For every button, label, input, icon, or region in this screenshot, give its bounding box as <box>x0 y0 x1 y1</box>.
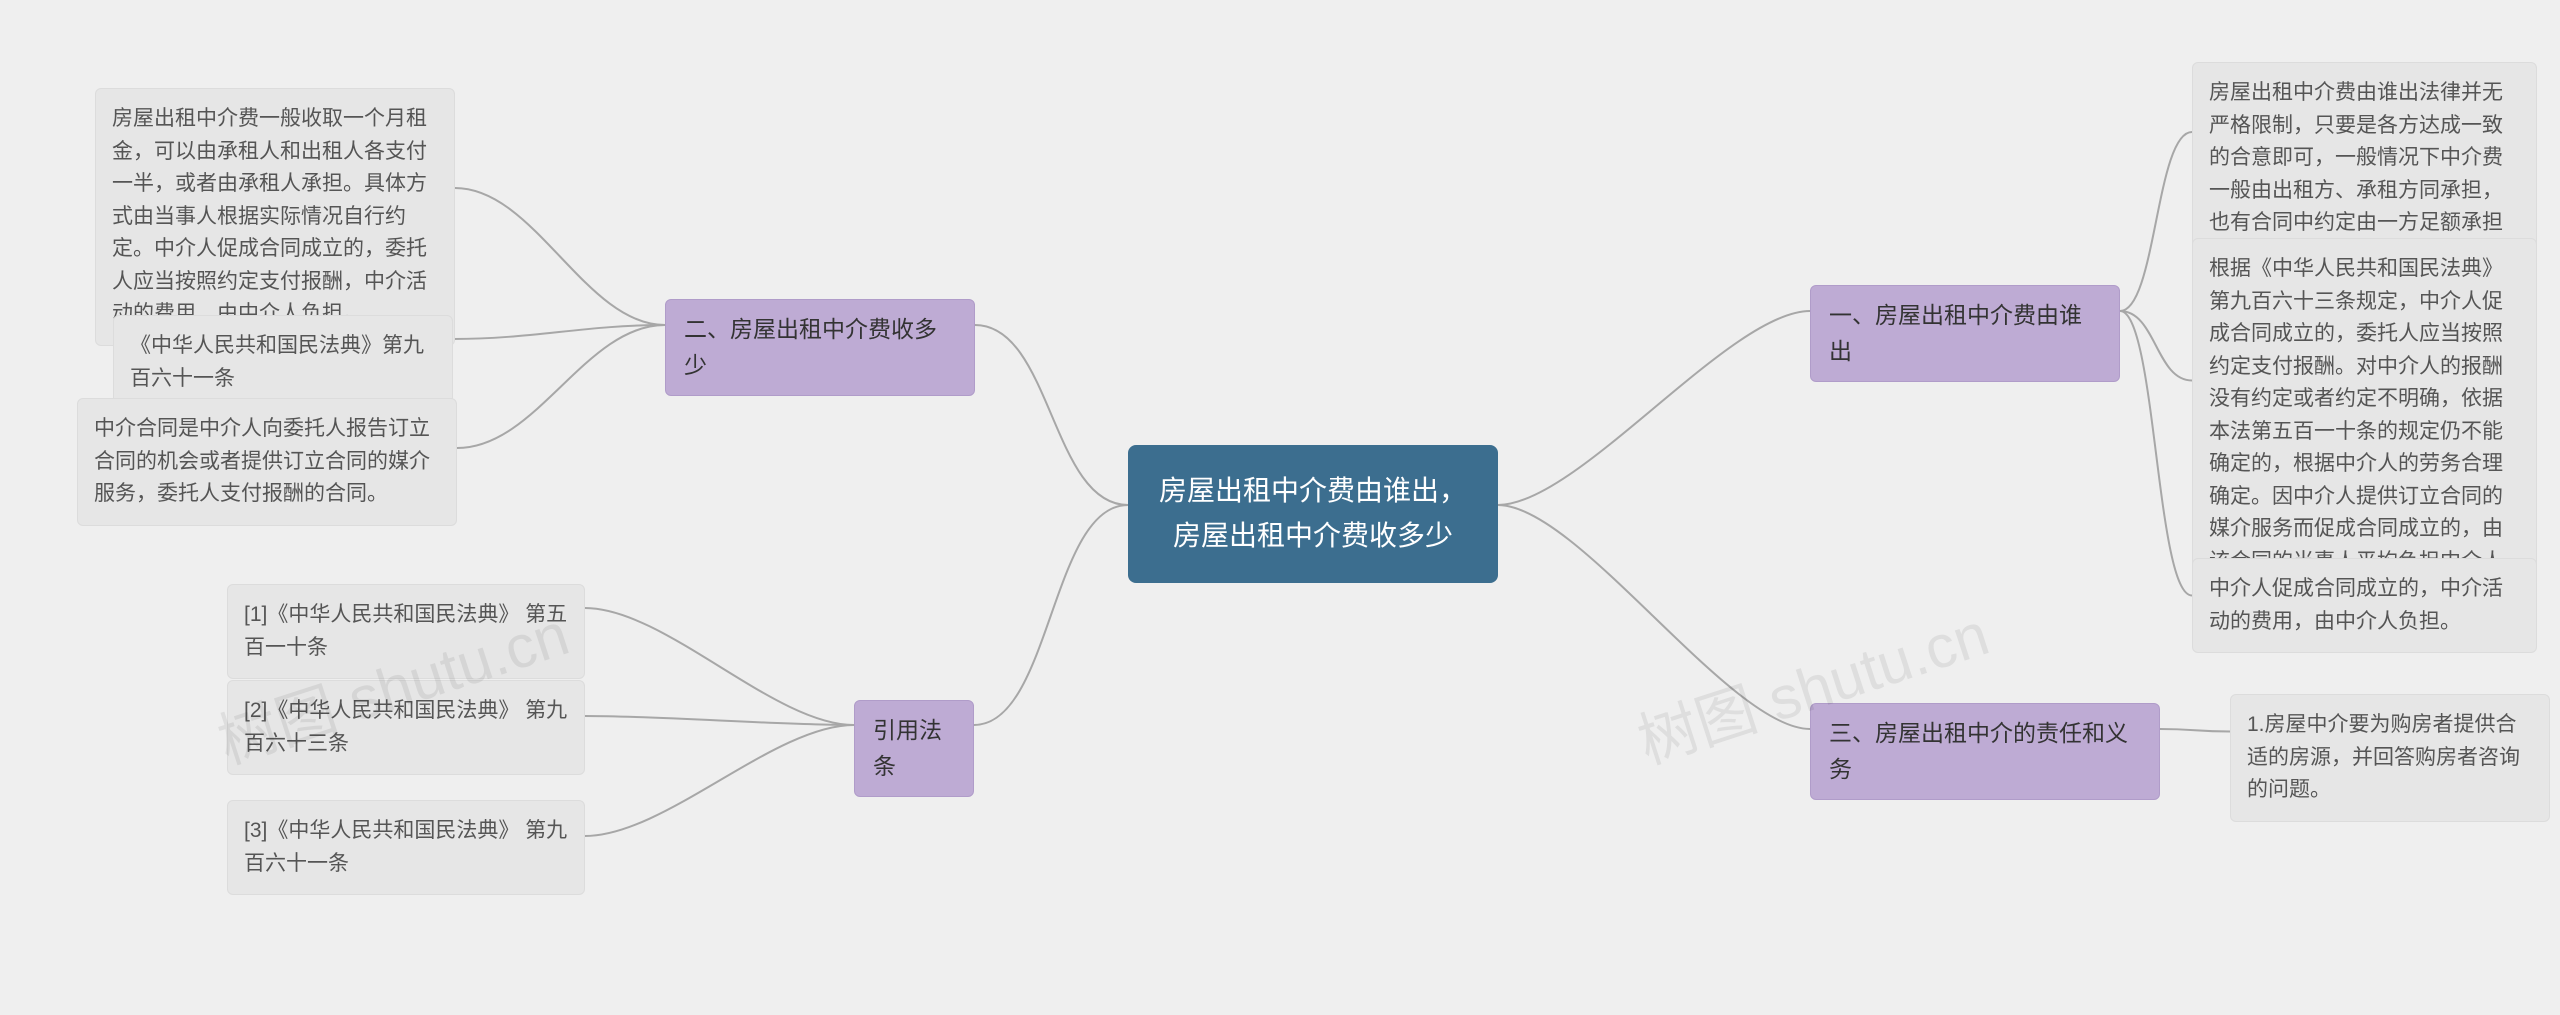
leaf-l2-2: 中介合同是中介人向委托人报告订立合同的机会或者提供订立合同的媒介服务，委托人支付… <box>77 398 457 526</box>
branch-r1-label: 一、房屋出租中介费由谁出 <box>1829 302 2082 364</box>
leaf-r1-1-text: 根据《中华人民共和国民法典》第九百六十三条规定，中介人促成合同成立的，委托人应当… <box>2209 257 2503 605</box>
leaf-lref-1-text: [2]《中华人民共和国民法典》 第九百六十三条 <box>244 699 567 755</box>
root-line2: 房屋出租中介费收多少 <box>1173 520 1453 551</box>
leaf-l2-0-text: 房屋出租中介费一般收取一个月租金，可以由承租人和出租人各支付一半，或者由承租人承… <box>112 107 427 325</box>
leaf-l2-1: 《中华人民共和国民法典》第九百六十一条 <box>113 315 453 410</box>
leaf-r3-0-text: 1.房屋中介要为购房者提供合适的房源，并回答购房者咨询的问题。 <box>2247 713 2520 801</box>
branch-lref: 引用法条 <box>854 700 974 797</box>
branch-r1: 一、房屋出租中介费由谁出 <box>1810 285 2120 382</box>
leaf-r1-2-text: 中介人促成合同成立的，中介活动的费用，由中介人负担。 <box>2209 577 2503 633</box>
leaf-lref-2: [3]《中华人民共和国民法典》 第九百六十一条 <box>227 800 585 895</box>
leaf-lref-0: [1]《中华人民共和国民法典》 第五百一十条 <box>227 584 585 679</box>
leaf-r1-2: 中介人促成合同成立的，中介活动的费用，由中介人负担。 <box>2192 558 2537 653</box>
branch-l2-label: 二、房屋出租中介费收多少 <box>684 316 937 378</box>
leaf-r3-0: 1.房屋中介要为购房者提供合适的房源，并回答购房者咨询的问题。 <box>2230 694 2550 822</box>
leaf-l2-1-text: 《中华人民共和国民法典》第九百六十一条 <box>130 334 424 390</box>
leaf-lref-1: [2]《中华人民共和国民法典》 第九百六十三条 <box>227 680 585 775</box>
leaf-lref-2-text: [3]《中华人民共和国民法典》 第九百六十一条 <box>244 819 567 875</box>
branch-lref-label: 引用法条 <box>873 717 942 779</box>
branch-l2: 二、房屋出租中介费收多少 <box>665 299 975 396</box>
branch-r3: 三、房屋出租中介的责任和义务 <box>1810 703 2160 800</box>
leaf-l2-0: 房屋出租中介费一般收取一个月租金，可以由承租人和出租人各支付一半，或者由承租人承… <box>95 88 455 346</box>
branch-r3-label: 三、房屋出租中介的责任和义务 <box>1829 720 2128 782</box>
leaf-l2-2-text: 中介合同是中介人向委托人报告订立合同的机会或者提供订立合同的媒介服务，委托人支付… <box>94 417 430 505</box>
leaf-lref-0-text: [1]《中华人民共和国民法典》 第五百一十条 <box>244 603 567 659</box>
root-node: 房屋出租中介费由谁出， 房屋出租中介费收多少 <box>1128 445 1498 583</box>
root-line1: 房屋出租中介费由谁出， <box>1159 475 1467 506</box>
